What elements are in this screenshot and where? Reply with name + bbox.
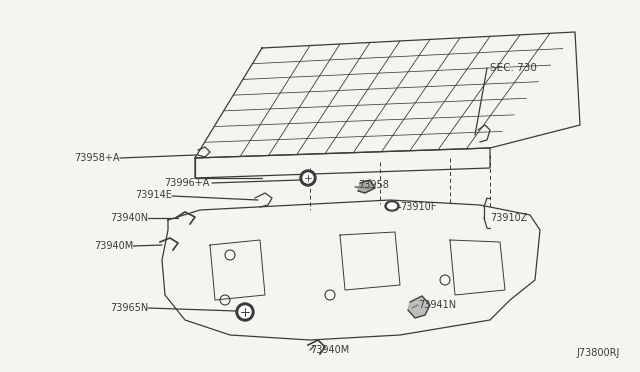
Text: 73940N: 73940N <box>110 213 148 223</box>
Text: 73996+A: 73996+A <box>164 178 210 188</box>
Ellipse shape <box>385 201 399 211</box>
Text: J73800RJ: J73800RJ <box>577 348 620 358</box>
Text: 73958: 73958 <box>358 180 389 190</box>
Text: 73965N: 73965N <box>109 303 148 313</box>
Text: 73940M: 73940M <box>93 241 133 251</box>
Polygon shape <box>408 296 430 318</box>
Text: 73940M: 73940M <box>310 345 349 355</box>
Text: 73910F: 73910F <box>400 202 436 212</box>
Circle shape <box>303 173 313 183</box>
Text: SEC. 730: SEC. 730 <box>490 63 537 73</box>
Circle shape <box>236 303 254 321</box>
Polygon shape <box>358 180 375 193</box>
Text: 73910Z: 73910Z <box>490 213 527 223</box>
Text: 73941N: 73941N <box>418 300 456 310</box>
Circle shape <box>300 170 316 186</box>
Text: 73958+A: 73958+A <box>74 153 120 163</box>
Text: 73914E: 73914E <box>135 190 172 200</box>
Circle shape <box>239 306 251 318</box>
Ellipse shape <box>387 203 397 209</box>
